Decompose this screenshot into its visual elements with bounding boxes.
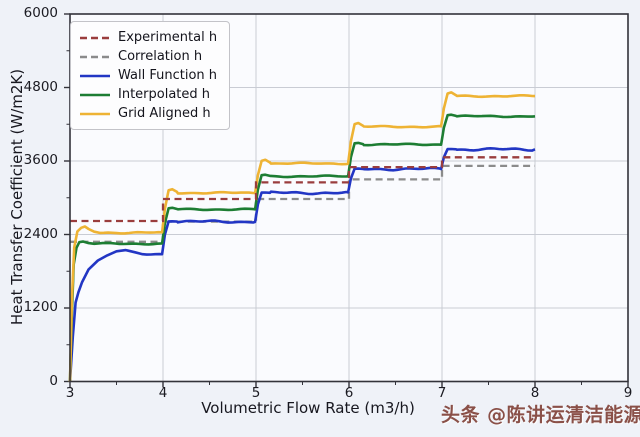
series-line-interpolated-h: [68, 113, 536, 382]
x-tick-label: 6: [344, 385, 354, 401]
legend-label: Grid Aligned h: [118, 106, 211, 121]
legend-label: Interpolated h: [118, 87, 211, 102]
series-line-experimental-h: [70, 156, 535, 223]
legend-item-correlation-h: Correlation h: [80, 47, 217, 66]
y-tick-label: 0: [49, 372, 58, 389]
legend-item-interpolated-h: Interpolated h: [80, 85, 217, 104]
legend-item-wall-function-h: Wall Function h: [80, 66, 217, 85]
x-tick-label: 7: [437, 385, 447, 401]
legend-sample-line: [80, 112, 110, 115]
legend-sample-line: [80, 74, 110, 77]
x-tick-label: 5: [251, 385, 261, 401]
y-tick-label: 1200: [23, 299, 58, 315]
x-axis-label: Volumetric Flow Rate (m3/h): [201, 399, 415, 417]
y-axis-label: Heat Transfer Coefficient (W/m2K): [8, 68, 26, 326]
legend-label: Wall Function h: [118, 68, 218, 83]
y-tick-label: 6000: [23, 5, 58, 21]
series-line-correlation-h: [70, 164, 535, 243]
legend-sample-line: [80, 55, 110, 58]
legend: Experimental h Correlation h Wall Function…: [70, 21, 231, 130]
legend-sample-line: [80, 93, 110, 96]
x-tick-label: 9: [623, 385, 633, 401]
x-tick-label: 4: [158, 385, 168, 401]
series-line-grid-aligned-h: [68, 91, 536, 382]
watermark: 头条 @陈讲运清洁能源: [441, 404, 640, 426]
x-tick-label: 8: [530, 385, 540, 401]
legend-item-grid-aligned-h: Grid Aligned h: [80, 104, 217, 123]
y-tick-label: 4800: [23, 78, 58, 95]
legend-label: Experimental h: [118, 30, 218, 45]
y-tick-label: 3600: [23, 152, 58, 168]
x-tick-label: 3: [65, 385, 75, 401]
series-line-wall-function-h: [68, 147, 536, 382]
legend-item-experimental-h: Experimental h: [80, 28, 217, 47]
legend-sample-line: [80, 36, 110, 39]
legend-label: Correlation h: [118, 49, 203, 64]
plot-border: [69, 13, 629, 383]
y-tick-label: 2400: [23, 225, 58, 242]
